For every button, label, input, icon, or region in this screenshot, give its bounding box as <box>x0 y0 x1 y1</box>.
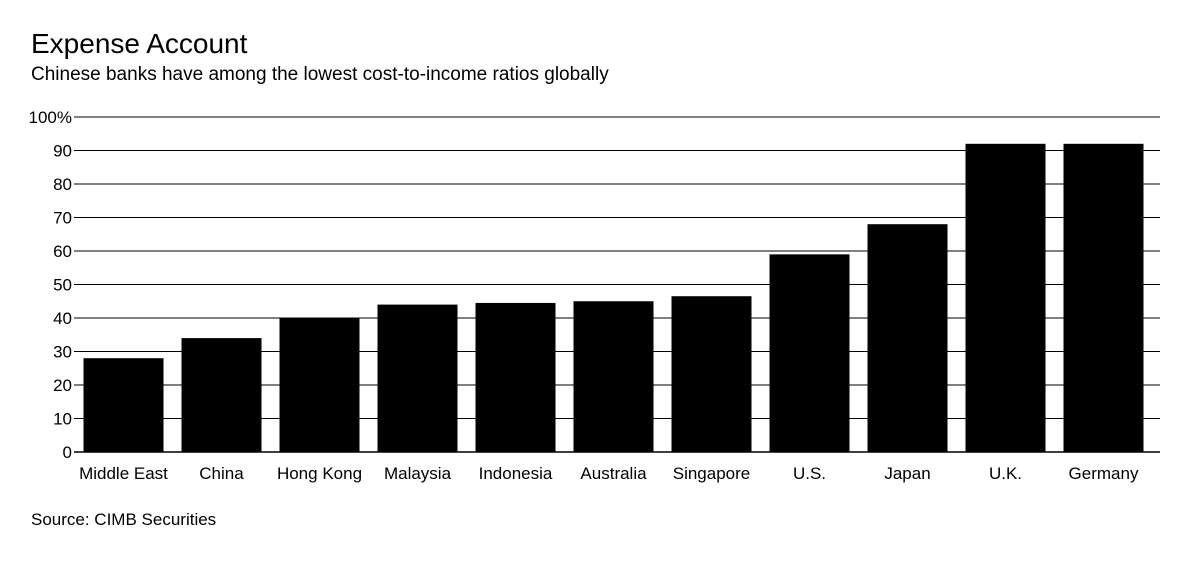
y-tick-label: 100% <box>29 108 72 127</box>
bar-china <box>181 338 262 452</box>
bar-u-s <box>769 254 850 452</box>
y-tick-label: 40 <box>53 309 72 328</box>
y-tick-label: 50 <box>53 276 72 295</box>
y-tick-label: 0 <box>63 443 72 462</box>
x-tick-label: Australia <box>580 464 647 483</box>
chart-title: Expense Account <box>31 28 248 59</box>
x-tick-label: China <box>199 464 244 483</box>
bar-singapore <box>671 296 752 452</box>
x-tick-label: U.K. <box>989 464 1022 483</box>
bar-u-k <box>965 143 1046 453</box>
x-tick-label: Hong Kong <box>277 464 362 483</box>
x-tick-label: Germany <box>1069 464 1139 483</box>
bar-middle-east <box>83 358 164 452</box>
y-tick-label: 10 <box>53 410 72 429</box>
x-tick-label: U.S. <box>793 464 826 483</box>
y-tick-label: 80 <box>53 175 72 194</box>
x-tick-label: Malaysia <box>384 464 452 483</box>
x-tick-label: Middle East <box>79 464 168 483</box>
bar-japan <box>867 224 948 452</box>
chart-subtitle: Chinese banks have among the lowest cost… <box>31 64 609 85</box>
y-tick-label: 30 <box>53 343 72 362</box>
bar-germany <box>1063 143 1144 453</box>
bar-malaysia <box>377 304 458 452</box>
bar-indonesia <box>475 302 556 452</box>
bar-hong-kong <box>279 318 360 452</box>
x-tick-label: Singapore <box>673 464 751 483</box>
x-tick-label: Indonesia <box>479 464 553 483</box>
y-tick-label: 70 <box>53 209 72 228</box>
x-tick-label: Japan <box>884 464 930 483</box>
bar-australia <box>573 301 654 452</box>
chart-source: Source: CIMB Securities <box>31 510 217 529</box>
y-tick-label: 60 <box>53 242 72 261</box>
bar-chart: 0 10 20 30 40 50 60 70 80 90 100% Middle East China H… <box>29 108 1160 483</box>
y-tick-label: 90 <box>53 142 72 161</box>
y-tick-label: 20 <box>53 376 72 395</box>
